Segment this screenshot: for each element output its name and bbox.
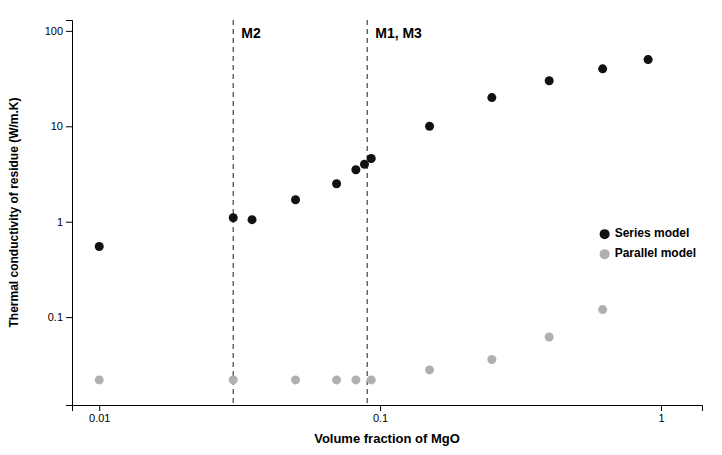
tick-mark: [66, 317, 72, 318]
tick-label: 0.01: [89, 412, 110, 424]
tick-label: 1: [658, 412, 664, 424]
tick-label: 100: [45, 25, 63, 37]
legend-symbol: [600, 249, 610, 259]
tick: 0.01: [89, 405, 110, 424]
reference-line: [367, 20, 368, 405]
point: [425, 365, 434, 374]
tick-label: 0.1: [373, 412, 388, 424]
tick-label: 0.1: [48, 311, 63, 323]
axis-line: [66, 21, 73, 406]
point: [351, 165, 360, 174]
marks: [95, 20, 653, 405]
point: [95, 242, 104, 251]
tick-mark: [66, 222, 72, 223]
point: [367, 375, 376, 384]
tick-mark: [66, 31, 72, 32]
x-axis: 0.01 0.1 1: [73, 405, 703, 424]
axis-line: [73, 406, 703, 412]
point: [487, 93, 496, 102]
tick-mark: [99, 405, 100, 411]
tick: 0.1: [48, 311, 72, 323]
legend-label: Series model: [615, 226, 690, 240]
point: [545, 332, 554, 341]
legend-item: Series model: [600, 226, 690, 240]
annotation: M2: [241, 25, 261, 41]
point: [545, 76, 554, 85]
legend-item: Parallel model: [600, 246, 696, 260]
legend-symbol: [600, 229, 610, 239]
tick: 1: [658, 405, 664, 424]
point: [332, 179, 341, 188]
annotation: M1, M3: [375, 25, 422, 41]
point: [291, 375, 300, 384]
point: [291, 195, 300, 204]
x-axis-title: Volume fraction of MgO: [314, 431, 460, 446]
tick: 100: [45, 25, 72, 37]
point: [229, 375, 238, 384]
y-axis: 0.1 1 10 100: [45, 21, 73, 406]
point: [644, 55, 653, 64]
point: [367, 154, 376, 163]
point: [248, 215, 257, 224]
tick: 1: [57, 216, 72, 228]
tick-label: 1: [57, 216, 63, 228]
point: [229, 213, 238, 222]
tick-mark: [661, 405, 662, 411]
tick: 0.1: [373, 405, 388, 424]
point: [644, 55, 653, 64]
tick: 10: [51, 120, 72, 132]
legend-label: Parallel model: [615, 246, 696, 260]
tick-mark: [66, 126, 72, 127]
point: [487, 355, 496, 364]
tick-label: 10: [51, 120, 63, 132]
series: [95, 55, 653, 384]
reference-line: [233, 20, 234, 405]
tick-mark: [380, 405, 381, 411]
legend: Series model Parallel model: [600, 226, 696, 260]
point: [95, 375, 104, 384]
point: [598, 64, 607, 73]
point: [425, 122, 434, 131]
plot: 0.01 0.1 1 0.1 1 10 100 M2 M1, M3 Series model Par…: [45, 20, 703, 424]
y-axis-title: Thermal conductivity of residue (W/m.K): [7, 97, 21, 327]
chart: 0.01 0.1 1 0.1 1 10 100 M2 M1, M3 Series model Par…: [0, 0, 722, 455]
series: [95, 55, 653, 251]
point: [598, 305, 607, 314]
point: [351, 375, 360, 384]
point: [332, 375, 341, 384]
